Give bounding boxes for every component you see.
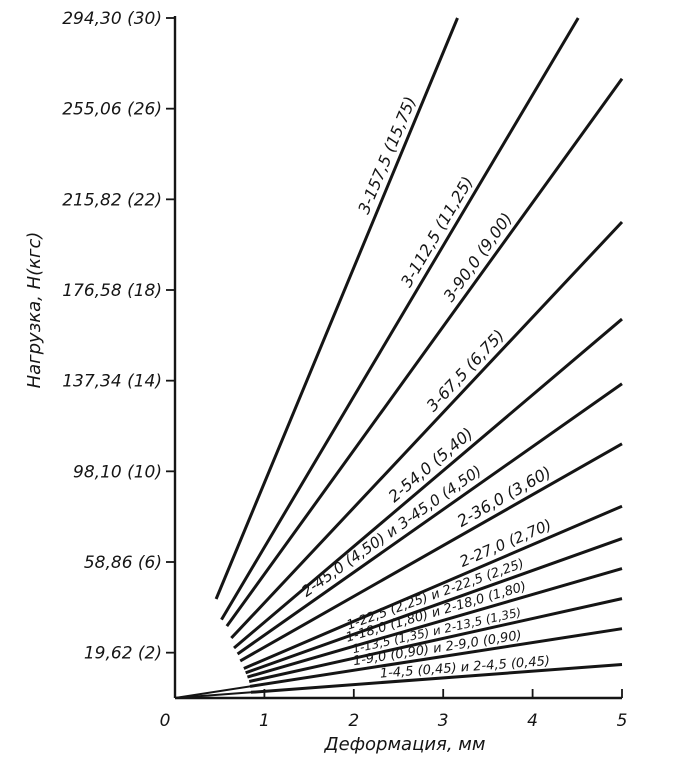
y-tick-label: 98,10 (10) xyxy=(73,462,162,482)
series-lines xyxy=(174,17,624,699)
y-tick-label: 255,06 (26) xyxy=(62,100,162,120)
x-tick-label: 1 xyxy=(259,711,270,731)
y-tick-label: 19,62 (2) xyxy=(84,644,162,664)
y-tick-label: 294,30 (30) xyxy=(62,9,162,29)
x-tick-label: 2 xyxy=(348,711,359,731)
series-line xyxy=(239,442,623,663)
series-line xyxy=(250,663,623,694)
y-tick-label: 58,86 (6) xyxy=(84,553,162,573)
series-line xyxy=(220,17,580,621)
series-line xyxy=(248,597,623,683)
series-line xyxy=(243,504,623,670)
axes: 19,62 (2) 58,86 (6) 98,10 (10) 137,34 (14) 1… xyxy=(62,9,627,731)
x-tick-label: 4 xyxy=(527,711,538,731)
y-tick-label: 176,58 (18) xyxy=(62,281,162,301)
y-axis-title: Нагрузка, Н(кгс) xyxy=(24,232,45,389)
x-axis-title: Деформация, мм xyxy=(324,734,486,755)
x-tick-label: 5 xyxy=(617,711,628,731)
y-tick-label: 215,82 (22) xyxy=(62,190,162,210)
series-label: 3-157,5 (15,75) xyxy=(354,94,420,217)
series-line xyxy=(225,77,624,628)
series-line xyxy=(246,567,623,679)
origin-stub-line xyxy=(174,684,256,699)
series-line xyxy=(214,17,459,600)
series-line xyxy=(236,382,623,656)
x-tick-label-origin: 0 xyxy=(160,711,171,731)
origin-stub-line xyxy=(174,690,256,699)
series-line xyxy=(233,317,623,650)
x-tick-label: 3 xyxy=(438,711,449,731)
series-line xyxy=(245,537,623,675)
series-line xyxy=(249,627,623,688)
series-line xyxy=(230,220,624,640)
y-tick-label: 137,34 (14) xyxy=(62,372,162,392)
series-labels: 3-157,5 (15,75)3-112,5 (11,25)3-90,0 (9,… xyxy=(298,94,554,682)
